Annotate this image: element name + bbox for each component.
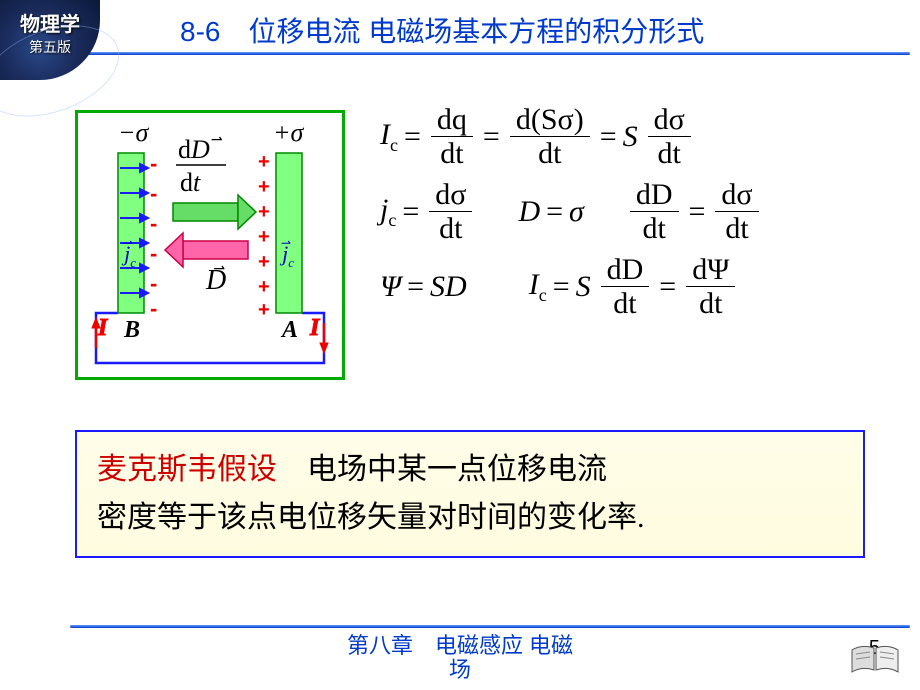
hypothesis-text-2: 密度等于该点电位移矢量对时间的变化率.: [97, 501, 645, 534]
title-divider: [70, 52, 910, 55]
footer-chapter: 第八章 电磁感应 电磁 场: [0, 634, 920, 682]
footer-divider: [70, 625, 910, 628]
svg-text:+: +: [258, 201, 270, 223]
svg-text:+: +: [258, 251, 270, 273]
capacitor-diagram: --- --- +++ ++++ −σ +σ dD⇀ dt D⇀ jc⇀ jc⇀…: [75, 110, 345, 380]
diagram-svg: --- --- +++ ++++ −σ +σ dD⇀ dt D⇀ jc⇀ jc⇀…: [78, 113, 342, 377]
svg-text:+: +: [258, 276, 270, 298]
svg-text:dt: dt: [180, 168, 201, 197]
maxwell-hypothesis-box: 麦克斯韦假设 电场中某一点位移电流 密度等于该点电位移矢量对时间的变化率.: [75, 430, 865, 558]
svg-text:-: -: [150, 241, 157, 266]
equations-block: Ic = dqdt = d(Sσ)dt = S dσdt jc = dσdt D…: [380, 95, 900, 328]
badge-subtitle: 第五版: [0, 37, 100, 57]
svg-text:A: A: [280, 317, 298, 343]
svg-text:+: +: [258, 176, 270, 198]
svg-text:+: +: [258, 151, 270, 173]
svg-text:+: +: [258, 299, 270, 321]
page-title: 8-6 位移电流 电磁场基本方程的积分形式: [180, 10, 900, 50]
svg-text:+σ: +σ: [273, 118, 305, 147]
svg-text:I: I: [309, 315, 321, 341]
eq1-lhs: I: [380, 118, 390, 151]
svg-text:−σ: −σ: [118, 118, 150, 147]
equation-2: jc = dσdt D=σ dDdt = dσdt: [380, 178, 900, 245]
equation-3: Ψ = SD Ic = S dDdt = dΨdt: [380, 253, 900, 320]
svg-text:-: -: [150, 181, 157, 206]
svg-text:+: +: [258, 226, 270, 248]
course-badge: 物理学 第五版: [0, 0, 100, 80]
equation-1: Ic = dqdt = d(Sσ)dt = S dσdt: [380, 103, 900, 170]
svg-text:-: -: [150, 271, 157, 296]
svg-text:-: -: [150, 211, 157, 236]
svg-text:D⇀: D⇀: [205, 262, 226, 296]
svg-text:dD⇀: dD⇀: [178, 133, 223, 164]
hypothesis-highlight: 麦克斯韦假设: [97, 453, 277, 486]
eq3b-lhs: I: [529, 268, 539, 301]
svg-text:B: B: [123, 317, 140, 343]
svg-text:-: -: [150, 151, 157, 176]
book-icon: [850, 640, 900, 680]
badge-title: 物理学: [0, 8, 100, 37]
hypothesis-text-1: 电场中某一点位移电流: [277, 453, 607, 486]
svg-text:-: -: [150, 296, 157, 321]
